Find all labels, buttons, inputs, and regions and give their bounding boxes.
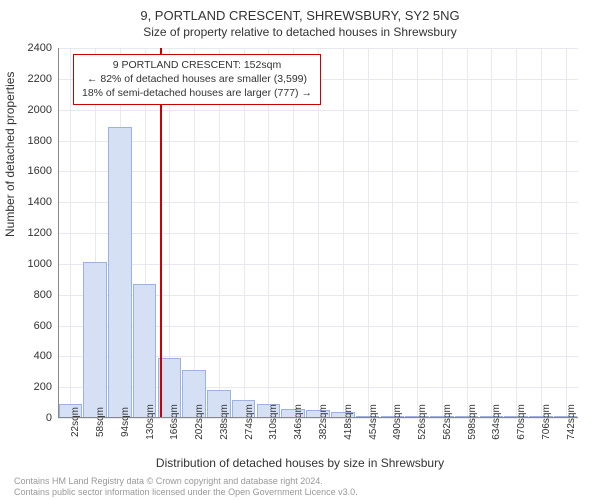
x-tick-label: 706sqm [541,404,552,440]
footer-line1: Contains HM Land Registry data © Crown c… [14,476,358,487]
annotation-box: 9 PORTLAND CRESCENT: 152sqm ← 82% of det… [73,54,321,105]
y-tick-label: 1400 [28,196,52,208]
x-axis-label: Distribution of detached houses by size … [0,456,600,470]
y-tick-label: 1200 [28,227,52,239]
grid-line [491,48,492,418]
x-tick-label: 22sqm [70,407,81,437]
x-tick-label: 742sqm [566,404,577,440]
y-tick-label: 0 [46,412,52,424]
x-axis [58,417,578,418]
footer-attribution: Contains HM Land Registry data © Crown c… [14,476,358,498]
y-tick-label: 1000 [28,258,52,270]
x-tick-label: 346sqm [293,404,304,440]
y-axis-label: Number of detached properties [3,72,17,237]
footer-line2: Contains public sector information licen… [14,487,358,498]
y-axis [58,48,59,418]
x-tick-label: 382sqm [318,404,329,440]
x-tick-label: 634sqm [491,404,502,440]
y-tick-label: 2200 [28,73,52,85]
x-tick-label: 526sqm [417,404,428,440]
grid-line [343,48,344,418]
histogram-bar [108,127,132,418]
x-tick-label: 130sqm [145,404,156,440]
x-tick-label: 94sqm [120,407,131,437]
y-tick-label: 200 [34,381,52,393]
x-tick-label: 418sqm [343,404,354,440]
x-tick-label: 310sqm [268,404,279,440]
x-tick-label: 670sqm [516,404,527,440]
grid-line [392,48,393,418]
x-tick-label: 238sqm [219,404,230,440]
y-tick-label: 1800 [28,135,52,147]
y-tick-label: 1600 [28,165,52,177]
grid-line [442,48,443,418]
x-tick-label: 490sqm [392,404,403,440]
y-tick-label: 2000 [28,104,52,116]
x-tick-label: 274sqm [244,404,255,440]
x-tick-label: 454sqm [368,404,379,440]
chart-subtitle: Size of property relative to detached ho… [0,23,600,39]
grid-line [368,48,369,418]
annotation-line1: 9 PORTLAND CRESCENT: 152sqm [82,58,312,72]
histogram-bar [133,284,157,418]
histogram-bar [83,262,107,418]
y-tick-label: 800 [34,289,52,301]
x-tick-label: 598sqm [467,404,478,440]
grid-line [566,48,567,418]
annotation-line2: ← 82% of detached houses are smaller (3,… [82,72,312,86]
grid-line [541,48,542,418]
page-title: 9, PORTLAND CRESCENT, SHREWSBURY, SY2 5N… [0,0,600,23]
y-tick-label: 600 [34,320,52,332]
y-tick-label: 400 [34,350,52,362]
x-tick-label: 58sqm [95,407,106,437]
y-tick-label: 2400 [28,42,52,54]
x-tick-label: 166sqm [169,404,180,440]
grid-line [70,48,71,418]
annotation-line3: 18% of semi-detached houses are larger (… [82,86,312,100]
x-tick-label: 202sqm [194,404,205,440]
grid-line [516,48,517,418]
grid-line [417,48,418,418]
chart-plot-area: 0200400600800100012001400160018002000220… [58,48,578,418]
x-tick-label: 562sqm [442,404,453,440]
grid-line [467,48,468,418]
